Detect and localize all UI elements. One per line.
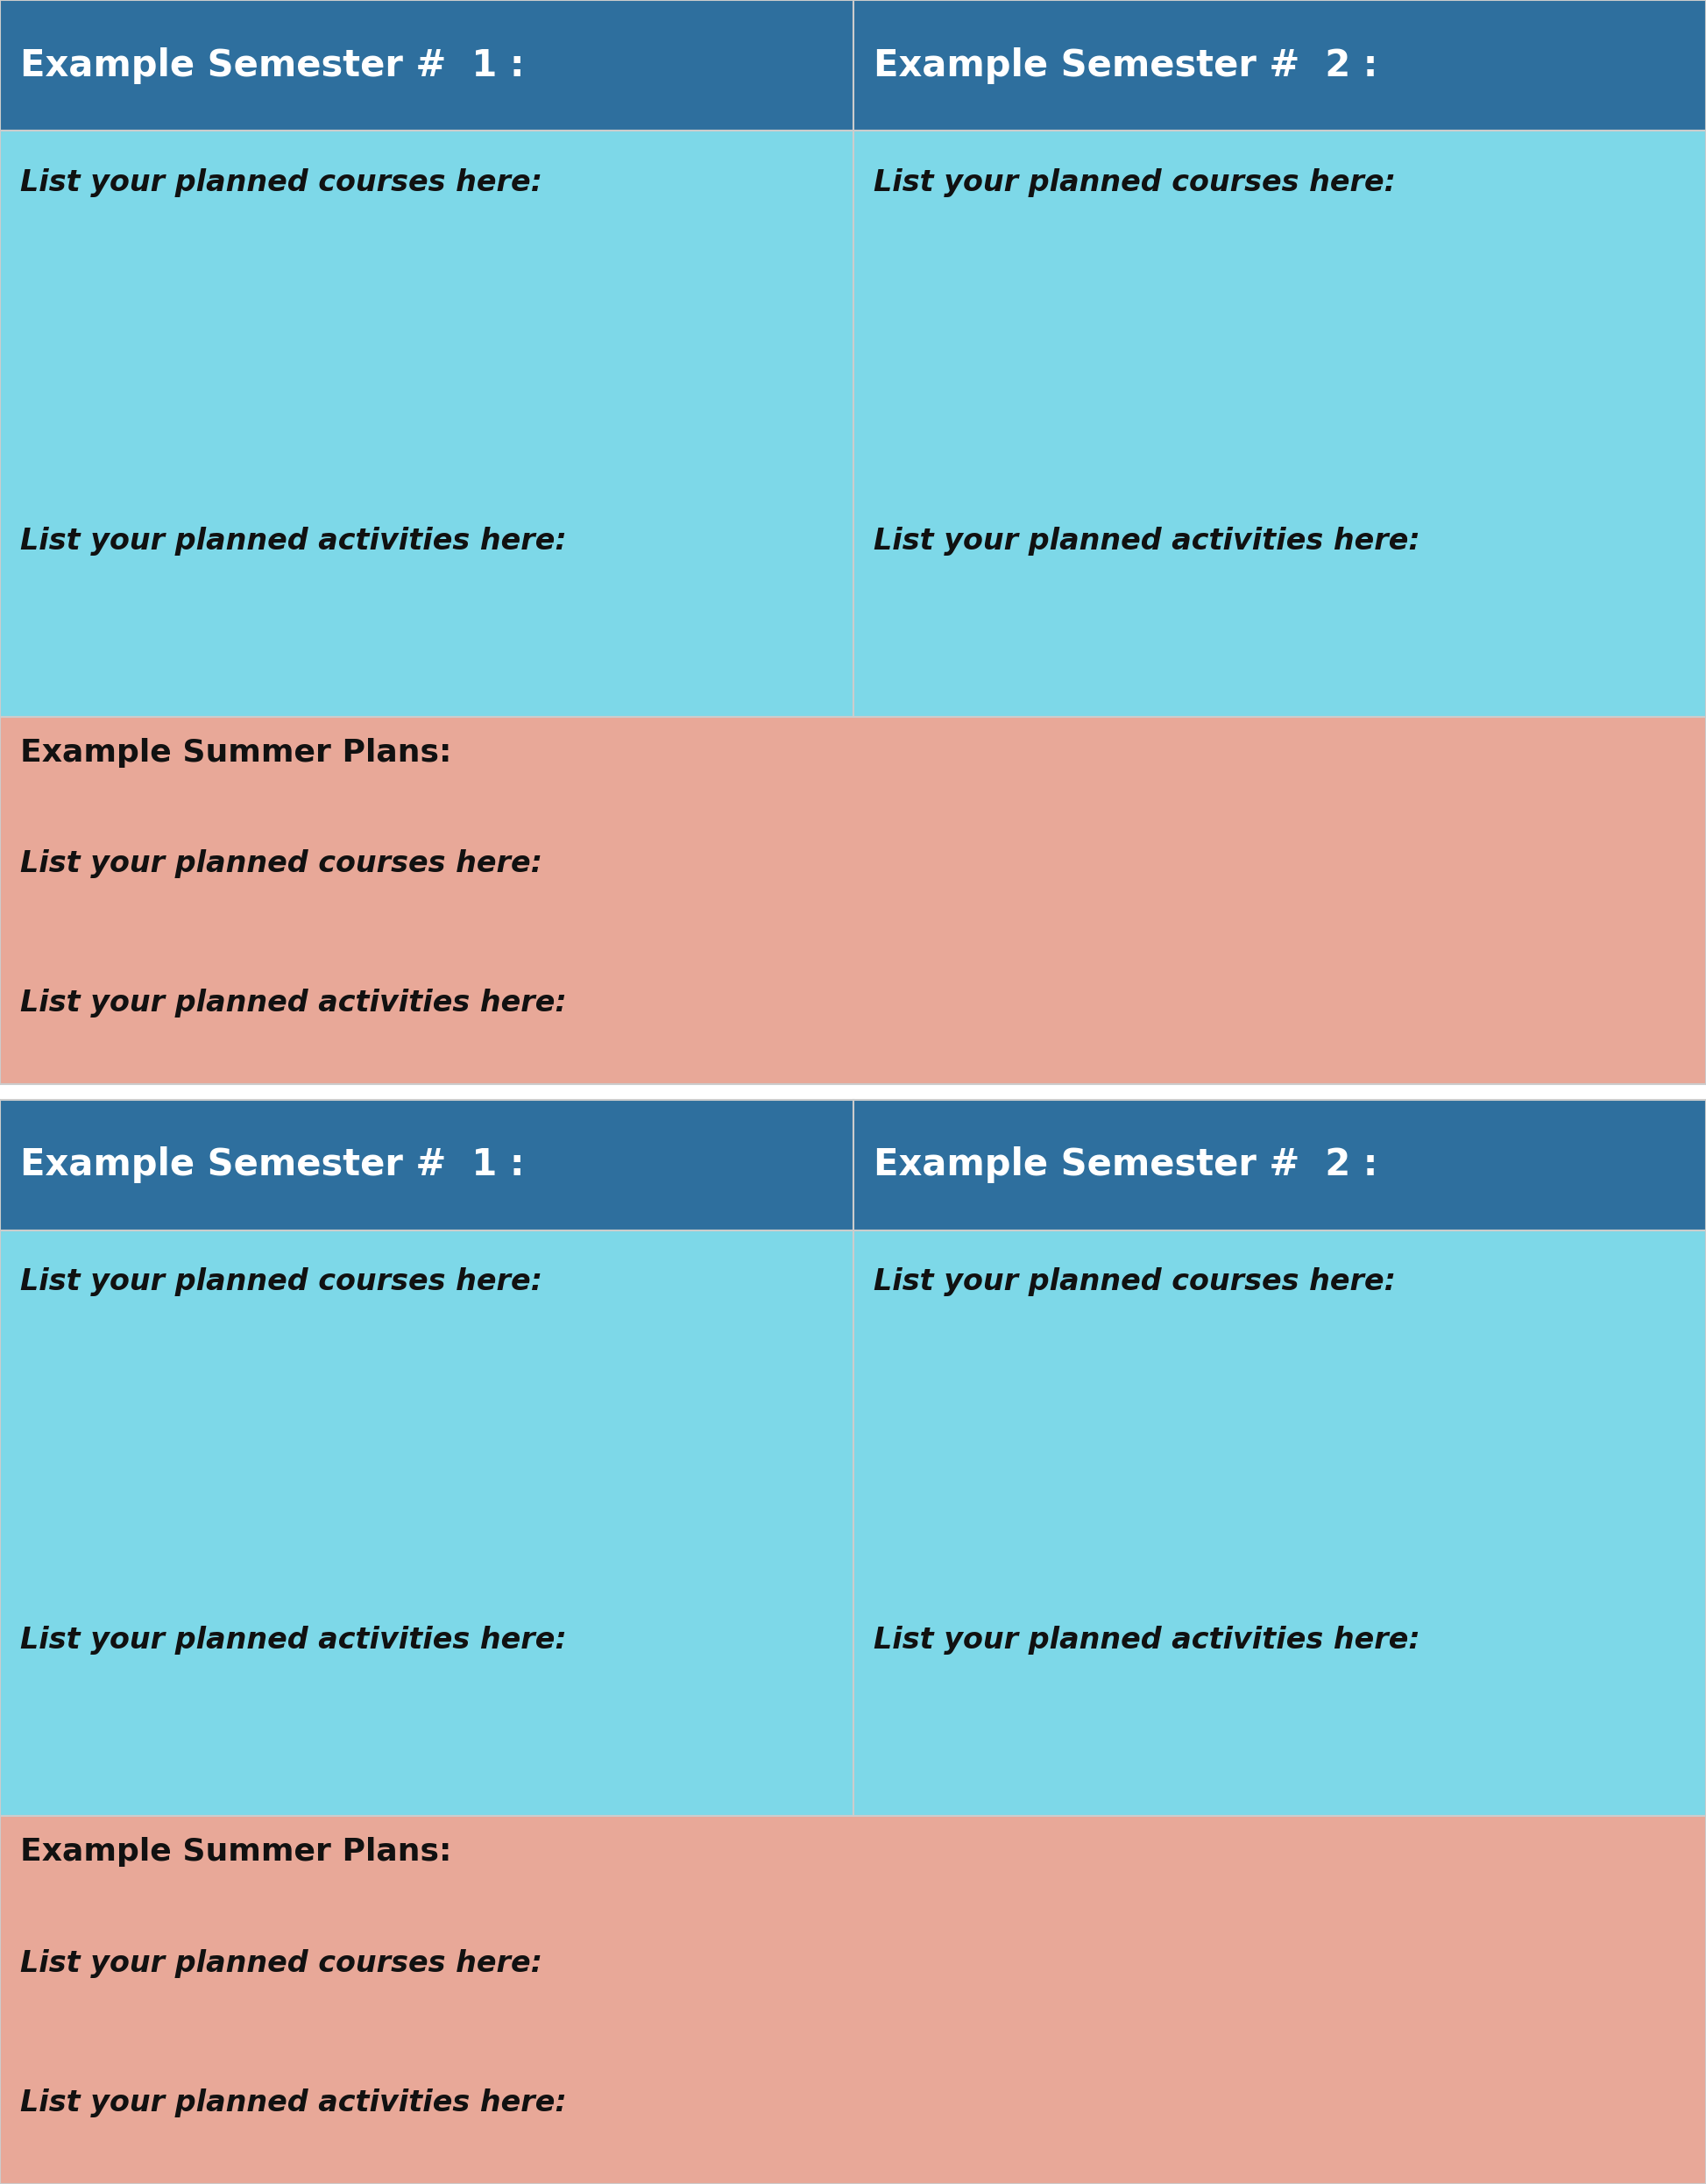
Text: Example Semester #  2 :: Example Semester # 2 :	[873, 48, 1378, 83]
Text: List your planned activities here:: List your planned activities here:	[873, 1627, 1419, 1655]
Bar	[0, 1230, 853, 1817]
Bar	[0, 131, 853, 716]
Text: List your planned courses here:: List your planned courses here:	[873, 168, 1396, 197]
Text: Example Semester #  2 :: Example Semester # 2 :	[873, 1147, 1378, 1184]
Bar	[853, 1101, 1706, 1230]
Text: List your planned activities here:: List your planned activities here:	[20, 989, 566, 1018]
Text: Example Semester #  1 :: Example Semester # 1 :	[20, 1147, 525, 1184]
Text: Example Summer Plans:: Example Summer Plans:	[20, 738, 452, 767]
Bar	[853, 1230, 1706, 1817]
Text: List your planned courses here:: List your planned courses here:	[20, 1267, 543, 1297]
Text: List your planned activities here:: List your planned activities here:	[873, 526, 1419, 555]
Text: Example Semester #  1 :: Example Semester # 1 :	[20, 48, 525, 83]
Bar	[0, 1817, 1706, 2184]
Text: List your planned activities here:: List your planned activities here:	[20, 2088, 566, 2118]
Text: List your planned courses here:: List your planned courses here:	[20, 850, 543, 878]
Bar	[853, 131, 1706, 716]
Bar	[0, 1101, 853, 1230]
Bar	[0, 0, 853, 131]
Text: Example Summer Plans:: Example Summer Plans:	[20, 1837, 452, 1867]
Text: List your planned courses here:: List your planned courses here:	[873, 1267, 1396, 1297]
Text: List your planned activities here:: List your planned activities here:	[20, 526, 566, 555]
Text: List your planned activities here:: List your planned activities here:	[20, 1627, 566, 1655]
Bar	[0, 716, 1706, 1083]
Text: List your planned courses here:: List your planned courses here:	[20, 1948, 543, 1979]
Bar	[853, 0, 1706, 131]
Text: List your planned courses here:: List your planned courses here:	[20, 168, 543, 197]
